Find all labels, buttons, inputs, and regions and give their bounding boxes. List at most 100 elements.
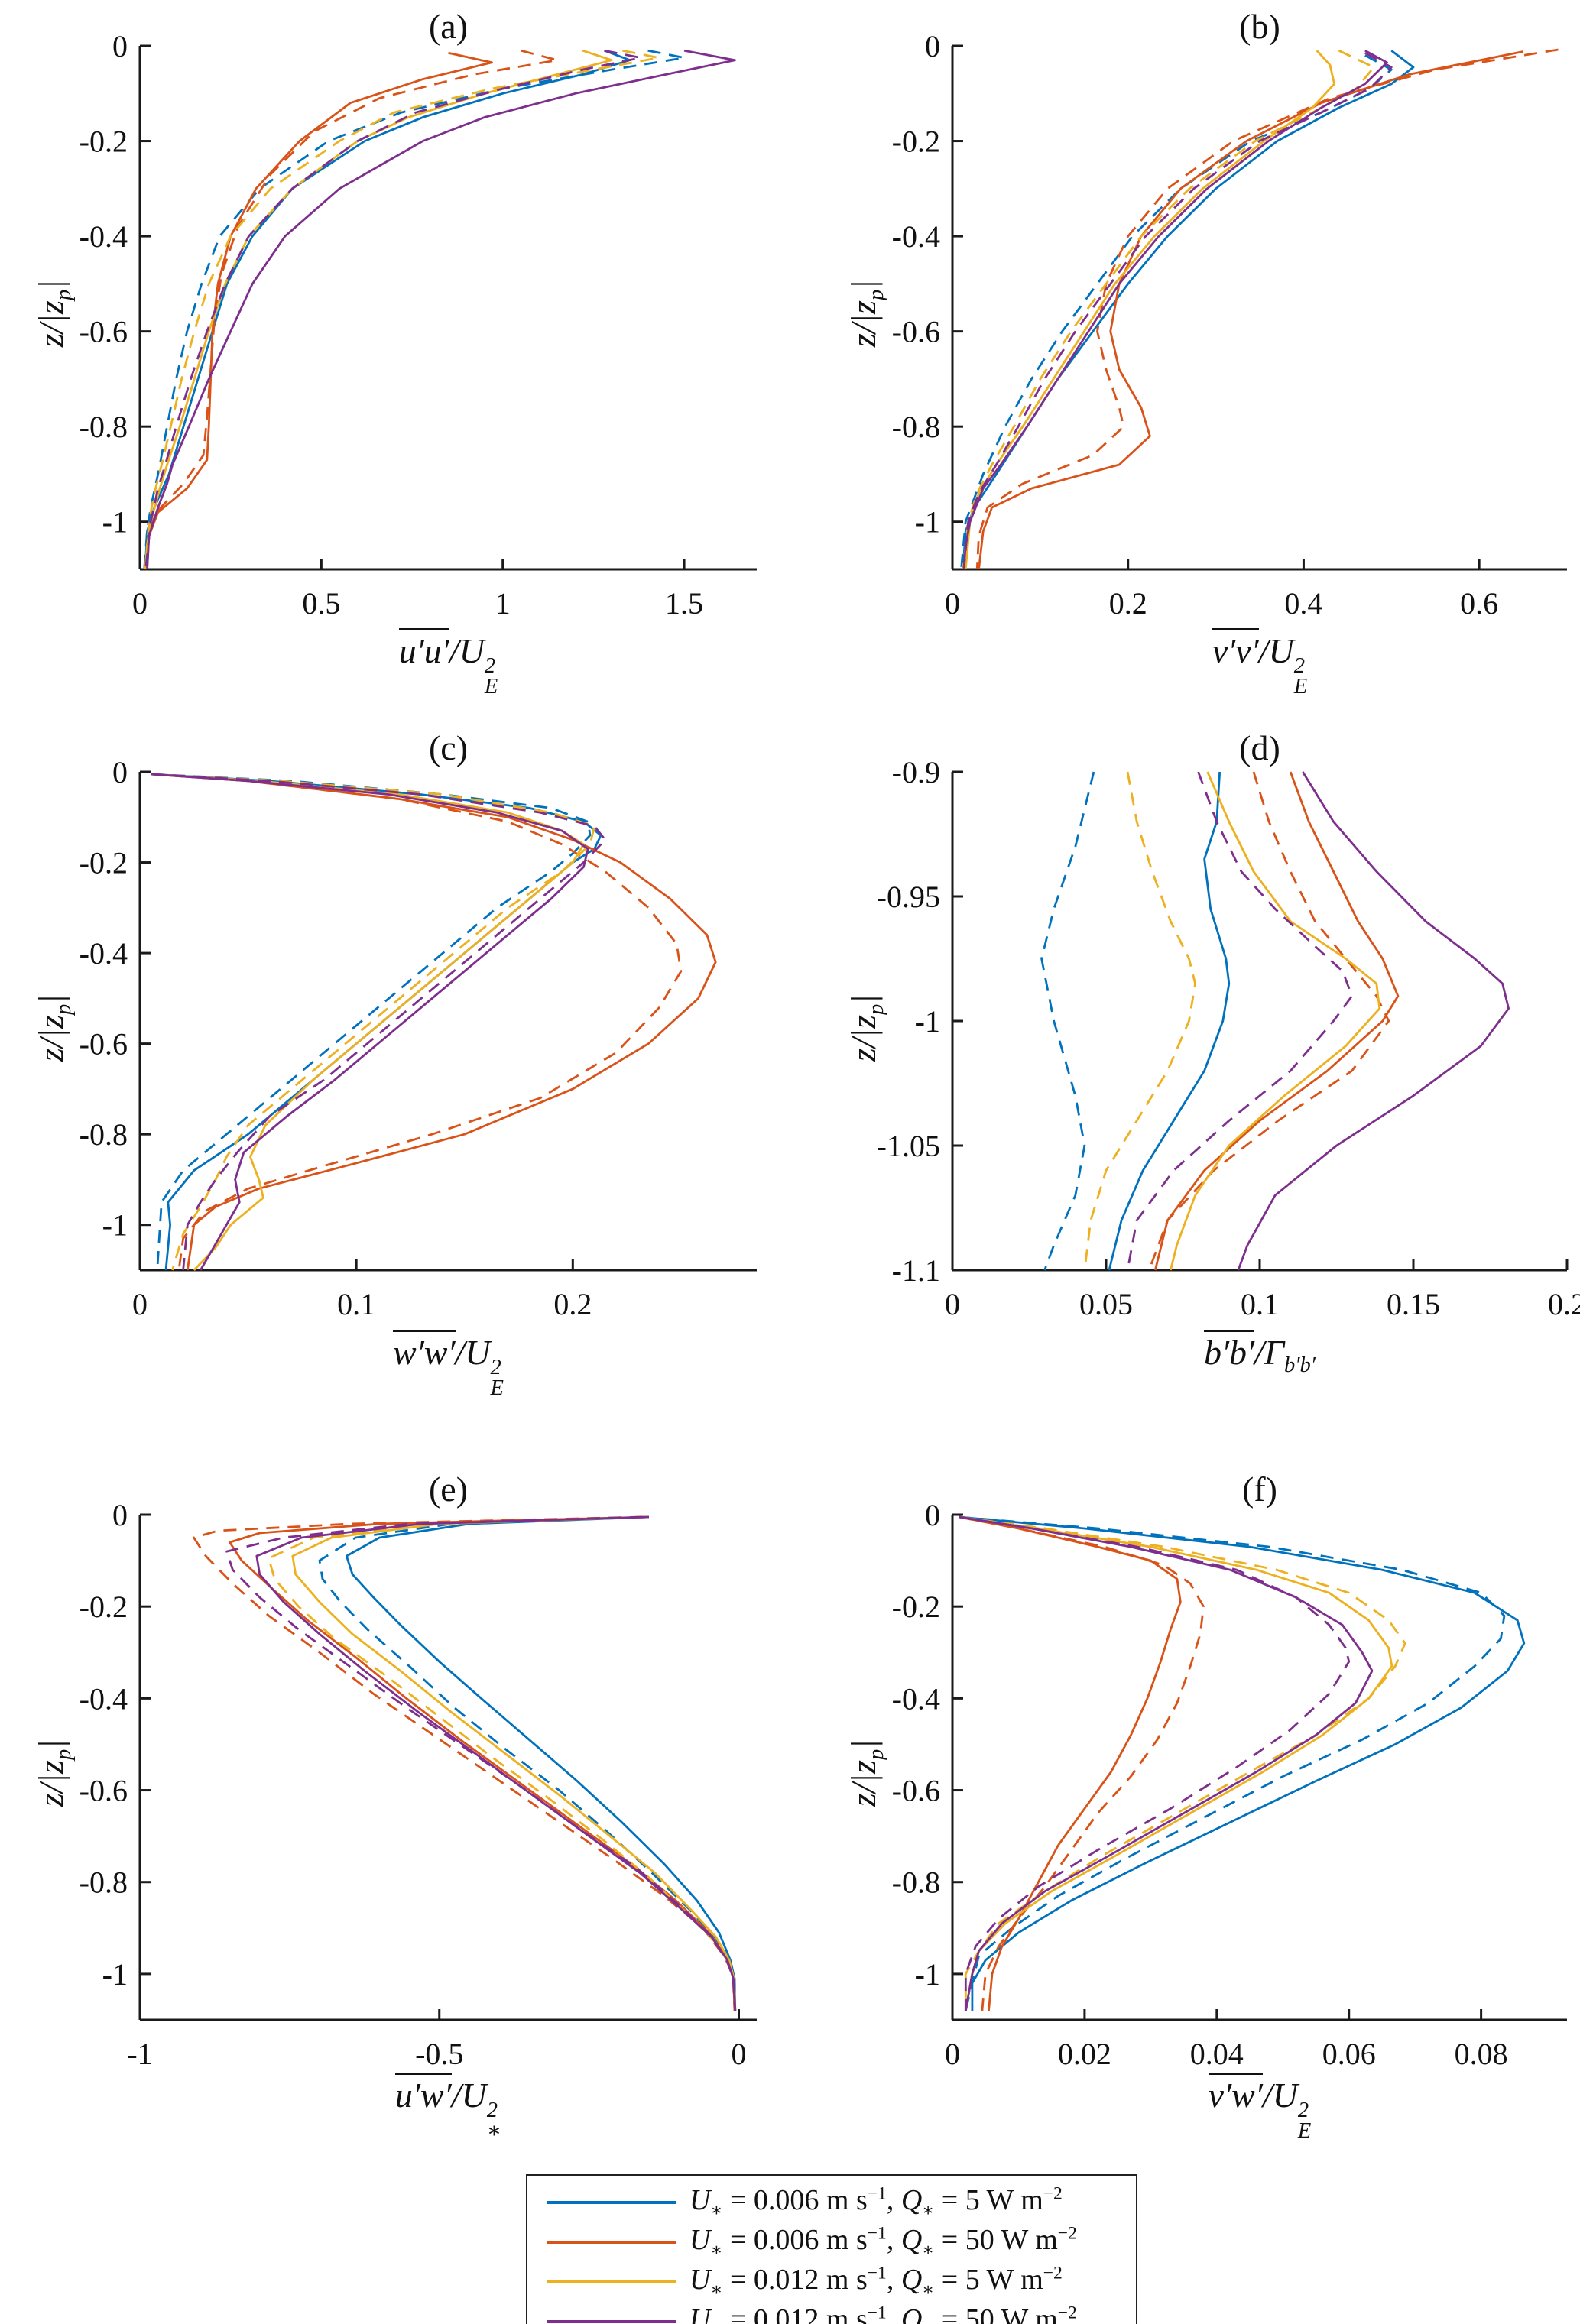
panel-a-xlabel: u′u′/U 2 E [140,628,757,698]
curve-b-red-solid [978,50,1523,570]
curve-d-yellow-dashed [1083,771,1196,1271]
x-tick-label: 0 [132,1287,148,1321]
panel-a: 0 0.5 1 1.5 0 -0.2 -0.4 -0.6 -0.8 -1 [79,29,757,621]
panel-a-title: (a) [428,7,469,46]
panel-a-ylabel: z/|zp| [31,280,76,348]
curve-c-blue-dashed [151,773,592,1271]
x-tick-label: 0.06 [1322,2037,1376,2071]
curve-c-red-solid [151,773,717,1271]
x-tick-label: 0.2 [553,1287,592,1321]
curve-c-purple-solid [151,773,589,1271]
x-tick-label: 0 [132,586,148,621]
legend-label: U∗ = 0.012 m s−1, Q∗ = 5 W m−2 [689,2263,1063,2300]
y-tick-label: -0.4 [79,936,128,971]
y-tick-label: -0.2 [79,846,128,880]
panel-b-ylabel: z/|zp| [843,280,889,348]
x-tick-label: 0 [731,2037,746,2071]
y-tick-label: -0.8 [892,1865,940,1900]
curve-b-blue-solid [962,50,1415,570]
y-tick-label: -0.6 [79,1027,128,1062]
panel-c: 0 0.1 0.2 0 -0.2 -0.4 -0.6 -0.8 -1 [79,755,757,1321]
ylabel-sub: p [52,1749,76,1760]
curve-a-red-solid [146,51,493,570]
ylabel-sub: p [52,1003,76,1015]
curve-c-blue-solid [151,773,602,1271]
y-tick-label: -0.6 [892,315,940,349]
ylabel-sub: p [52,289,76,300]
curve-f-red-dashed [959,1515,1205,2011]
legend-entry-yellow: U∗ = 0.012 m s−1, Q∗ = 5 W m−2 [547,2263,1136,2300]
curve-d-purple-dashed [1126,771,1353,1271]
x-tick-label: 0.15 [1387,1287,1440,1321]
legend-line-sample [547,2320,676,2323]
x-tick-label: 1.5 [665,586,703,621]
curve-b-purple-dashed [962,52,1393,570]
x-tick-label: 0 [945,1287,960,1321]
legend-entry-red: U∗ = 0.006 m s−1, Q∗ = 50 W m−2 [547,2223,1136,2261]
xlabel-overline-term: b′b′ [1203,1330,1255,1371]
panel-d: 0 0.05 0.1 0.15 0.2 -0.9 -0.95 -1 -1.05 -1.1 [877,755,1580,1321]
curve-d-yellow-solid [1170,771,1381,1271]
panel-f-title: (f) [1242,1470,1277,1509]
y-tick-label: -0.8 [79,1117,128,1152]
legend-label: U∗ = 0.006 m s−1, Q∗ = 50 W m−2 [689,2223,1077,2261]
x-tick-label: -0.5 [415,2037,463,2071]
curve-c-purple-dashed [151,773,607,1271]
panel-f-ylabel: z/|zp| [843,1739,889,1807]
curve-d-purple-solid [1237,771,1510,1271]
curve-f-purple-dashed [959,1515,1351,2011]
y-tick-label: 0 [925,29,940,63]
panel-b-xlabel: v′v′/U 2 E [952,628,1567,698]
panel-d-xlabel: b′b′/Γb′b′ [952,1330,1567,1378]
panel-f-xlabel: v′w′/U 2 E [952,2073,1567,2143]
curve-a-purple-dashed [144,49,642,570]
y-tick-label: -0.95 [877,880,940,914]
y-tick-label: -0.4 [79,1681,128,1716]
curve-e-purple-solid [255,1515,737,2011]
curve-c-yellow-dashed [151,773,595,1271]
y-tick-label: -0.8 [79,410,128,444]
xlabel-overline-term: u′w′ [394,2073,452,2114]
curve-c-yellow-solid [151,773,585,1271]
panel-c-xlabel: w′w′/U 2 E [140,1330,757,1399]
ylabel-sub: p [865,1003,889,1015]
panel-e-title: (e) [428,1470,469,1509]
x-tick-label: 0.1 [337,1287,375,1321]
y-tick-label: -0.2 [892,1590,940,1624]
xlabel-overline-term: v′v′ [1212,628,1259,669]
curve-e-purple-dashed [225,1515,737,2011]
panel-e: -1 -0.5 0 0 -0.2 -0.4 -0.6 -0.8 -1 [79,1498,757,2071]
curve-f-yellow-dashed [959,1515,1406,2011]
panel-f: 0 0.02 0.04 0.06 0.08 0 -0.2 -0.4 -0.6 -0.8 -1 [892,1498,1567,2071]
legend-entry-blue: U∗ = 0.006 m s−1, Q∗ = 5 W m−2 [547,2184,1136,2221]
curve-e-red-solid [229,1515,736,2011]
curve-e-yellow-dashed [268,1515,737,2011]
x-tick-label: 0.4 [1284,586,1322,621]
legend-line-sample [547,2280,676,2283]
curve-f-purple-solid [959,1515,1374,2011]
curve-f-blue-dashed [959,1515,1506,2011]
panel-d-ylabel: z/|zp| [843,994,889,1062]
curve-d-red-dashed [1147,771,1390,1271]
curve-d-blue-solid [1108,771,1231,1271]
x-tick-label: 0.5 [302,586,340,621]
legend-label: U∗ = 0.012 m s−1, Q∗ = 50 W m−2 [689,2303,1077,2324]
legend: U∗ = 0.006 m s−1, Q∗ = 5 W m−2 U∗ = 0.006… [526,2174,1137,2324]
y-tick-label: -0.6 [79,315,128,349]
y-tick-label: -1 [915,505,940,540]
curve-e-blue-dashed [318,1515,737,2011]
curve-a-yellow-dashed [144,49,660,570]
xlabel-sup-sub: 2 ∗ [486,2098,502,2143]
panel-c-title: (c) [428,728,469,767]
curve-a-blue-dashed [143,49,686,570]
x-tick-label: 0 [945,2037,960,2071]
y-tick-label: -1.05 [877,1129,940,1163]
curve-e-blue-solid [345,1515,737,2011]
y-tick-label: -0.8 [892,410,940,444]
x-tick-label: -1 [127,2037,152,2071]
y-tick-label: -0.2 [892,125,940,159]
